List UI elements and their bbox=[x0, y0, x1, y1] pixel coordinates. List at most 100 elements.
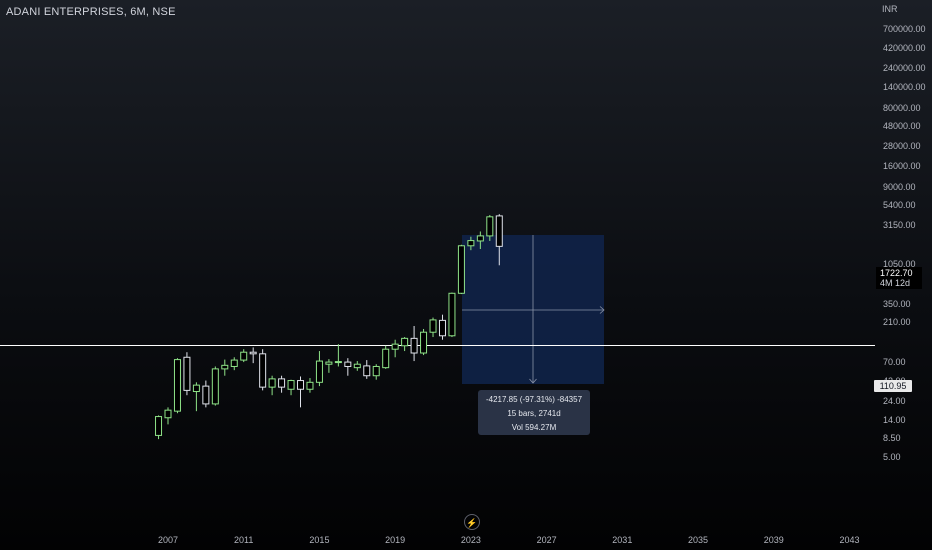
price-tick-label: 5.00 bbox=[883, 452, 901, 463]
measure-bars-days: 15 bars, 2741d bbox=[507, 409, 561, 418]
candle-body bbox=[438, 319, 446, 337]
candle[interactable] bbox=[297, 376, 305, 408]
candle-body bbox=[202, 385, 210, 405]
candle[interactable] bbox=[457, 244, 465, 295]
candle-body bbox=[278, 378, 286, 388]
price-tick-label: 1050.00 bbox=[883, 259, 916, 270]
candle-body bbox=[315, 360, 323, 383]
candle-body bbox=[420, 331, 428, 354]
candle[interactable] bbox=[476, 231, 484, 250]
candle[interactable] bbox=[448, 292, 456, 338]
price-tick-label: 80000.00 bbox=[883, 102, 921, 113]
candle-body bbox=[325, 361, 333, 365]
candle[interactable] bbox=[192, 382, 200, 412]
time-tick-label: 2039 bbox=[763, 535, 784, 545]
candle-body bbox=[391, 343, 399, 350]
candle-body bbox=[230, 359, 238, 367]
price-tick-label: 350.00 bbox=[883, 298, 911, 309]
last-price-tag: 1722.70 4M 12d bbox=[876, 267, 922, 289]
candle-body bbox=[306, 381, 314, 390]
candle-body bbox=[448, 292, 456, 337]
candle[interactable] bbox=[249, 347, 257, 364]
candle-body bbox=[410, 337, 418, 354]
price-tick-label: 5400.00 bbox=[883, 200, 916, 211]
candle[interactable] bbox=[183, 352, 191, 396]
price-tick-label: 140000.00 bbox=[883, 82, 926, 93]
time-tick-label: 2011 bbox=[234, 535, 254, 545]
candle[interactable] bbox=[410, 326, 418, 362]
measure-change: -4217.85 (-97.31%) -84357 bbox=[485, 395, 583, 404]
tradingview-bolt-icon[interactable]: ⚡ bbox=[464, 514, 480, 530]
candle[interactable] bbox=[344, 358, 352, 376]
candle-body bbox=[495, 215, 503, 247]
candle[interactable] bbox=[438, 314, 446, 340]
price-tick-label: 3150.00 bbox=[883, 219, 916, 230]
price-tick-label: 14.00 bbox=[883, 415, 906, 426]
price-tick-label: 8.50 bbox=[883, 433, 901, 444]
candle-body bbox=[164, 409, 172, 419]
candle[interactable] bbox=[353, 361, 361, 371]
candle-body bbox=[211, 368, 219, 405]
currency-label: INR bbox=[882, 4, 898, 14]
candle[interactable] bbox=[240, 349, 248, 363]
price-tick-label: 420000.00 bbox=[883, 42, 926, 53]
candle-body bbox=[297, 380, 305, 390]
candle[interactable] bbox=[486, 215, 494, 241]
price-tick-label: 70.00 bbox=[883, 357, 906, 368]
candle[interactable] bbox=[211, 366, 219, 406]
candle[interactable] bbox=[401, 337, 409, 352]
candle[interactable] bbox=[164, 407, 172, 425]
candle-body bbox=[467, 240, 475, 247]
candle[interactable] bbox=[315, 351, 323, 387]
candle[interactable] bbox=[429, 317, 437, 338]
time-tick-label: 2019 bbox=[385, 535, 406, 545]
candle[interactable] bbox=[495, 214, 503, 266]
candle-body bbox=[476, 235, 484, 242]
price-tick-label: 700000.00 bbox=[883, 24, 926, 35]
candle[interactable] bbox=[325, 359, 333, 373]
candle-body bbox=[249, 351, 257, 355]
candle[interactable] bbox=[287, 379, 295, 396]
candle[interactable] bbox=[334, 344, 342, 367]
candle[interactable] bbox=[382, 345, 390, 369]
candle-body bbox=[401, 337, 409, 347]
candle-body bbox=[429, 319, 437, 333]
candle-body bbox=[192, 384, 200, 393]
candle[interactable] bbox=[221, 359, 229, 376]
candle-body bbox=[287, 380, 295, 390]
candle[interactable] bbox=[259, 349, 267, 391]
symbol-title[interactable]: ADANI ENTERPRISES, 6M, NSE bbox=[6, 6, 176, 18]
candle[interactable] bbox=[306, 378, 314, 393]
candle[interactable] bbox=[372, 364, 380, 380]
candle[interactable] bbox=[420, 328, 428, 356]
candle[interactable] bbox=[467, 236, 475, 251]
candle-body bbox=[268, 378, 276, 388]
candle-body bbox=[344, 361, 352, 367]
time-tick-label: 2007 bbox=[157, 535, 179, 545]
candle[interactable] bbox=[202, 380, 210, 408]
price-tick-label: 210.00 bbox=[883, 317, 911, 328]
candle-body bbox=[221, 364, 229, 370]
candle-body bbox=[457, 245, 465, 294]
time-tick-label: 2043 bbox=[839, 535, 860, 545]
candle-body bbox=[382, 348, 390, 369]
candle[interactable] bbox=[173, 358, 181, 414]
candle-body bbox=[155, 416, 163, 436]
price-tick-label: 24.00 bbox=[883, 395, 906, 406]
candle[interactable] bbox=[230, 357, 238, 371]
candle[interactable] bbox=[278, 375, 286, 393]
measure-right-arrowhead bbox=[599, 306, 605, 314]
last-price-value: 1722.70 bbox=[880, 268, 913, 278]
candle-body bbox=[486, 216, 494, 237]
candle[interactable] bbox=[363, 360, 371, 379]
horizontal-line-price-label: 110.95 bbox=[874, 380, 912, 392]
candle-body bbox=[372, 365, 380, 377]
candle[interactable] bbox=[268, 375, 276, 396]
candle[interactable] bbox=[155, 415, 163, 440]
candle[interactable] bbox=[391, 339, 399, 358]
candle-body bbox=[173, 359, 181, 412]
price-tick-label: 9000.00 bbox=[883, 181, 916, 192]
time-tick-label: 2023 bbox=[460, 535, 481, 545]
